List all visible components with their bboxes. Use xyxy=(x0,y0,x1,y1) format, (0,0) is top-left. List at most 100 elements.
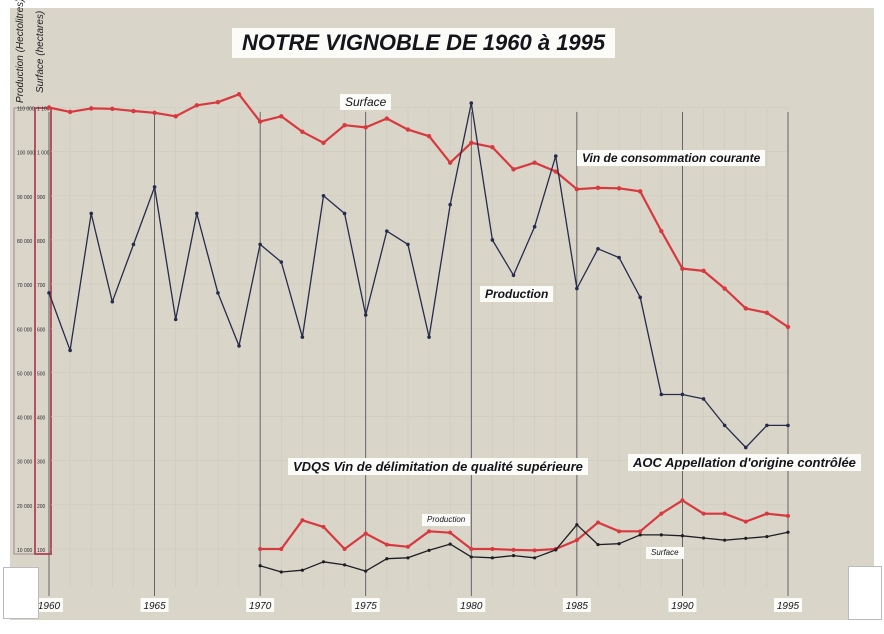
production-point xyxy=(701,397,706,401)
aoc-surface-point xyxy=(532,548,537,553)
production-point xyxy=(321,194,326,198)
production-point xyxy=(553,154,558,158)
surface-point xyxy=(574,186,580,192)
surface-point xyxy=(67,109,73,115)
x-tick-label: 1965 xyxy=(143,601,166,612)
aoc-production-point xyxy=(701,536,706,540)
production-point xyxy=(216,291,220,295)
surface-point xyxy=(384,116,390,121)
aoc-surface-point xyxy=(574,538,579,543)
surface-axis-tick: 700 xyxy=(37,283,46,289)
production-point xyxy=(511,273,516,278)
page-title: NOTRE VIGNOBLE DE 1960 à 1995 xyxy=(232,28,616,58)
x-tick-box xyxy=(562,598,591,612)
production-point xyxy=(173,317,178,322)
aoc-production-point xyxy=(617,542,621,546)
production-point xyxy=(638,295,642,300)
surface-point xyxy=(616,186,622,191)
surface-point xyxy=(194,103,199,108)
production-point xyxy=(406,242,410,247)
aoc-surface-point xyxy=(469,547,474,551)
production-point xyxy=(532,224,537,229)
surface-axis-tick: 900 xyxy=(37,195,46,201)
x-tick-box xyxy=(457,598,486,612)
production-point xyxy=(385,229,389,233)
surface-point xyxy=(490,145,495,150)
aoc-production-line xyxy=(259,524,789,573)
aoc-production-point xyxy=(554,548,558,552)
production-axis-tick: 70 000 xyxy=(17,283,33,289)
x-tick-label: 1995 xyxy=(777,601,800,612)
aoc-surface-point xyxy=(427,529,432,534)
aoc-surface-point xyxy=(405,544,410,549)
production-point xyxy=(279,260,284,264)
surface-axis-tick: 100 xyxy=(37,548,46,554)
aoc-production-point xyxy=(448,542,452,546)
series xyxy=(46,92,791,574)
aoc-surface-point xyxy=(701,511,706,516)
production-point xyxy=(237,344,241,348)
production-axis-tick: 20 000 xyxy=(17,504,33,510)
production-point xyxy=(89,211,94,216)
aoc-surface-point xyxy=(490,547,495,551)
surface-point xyxy=(553,169,558,174)
x-tick-box xyxy=(35,598,63,612)
production-point xyxy=(68,348,72,353)
left-logo xyxy=(3,567,39,619)
right-logo xyxy=(848,566,882,620)
aoc-surface-point xyxy=(321,524,326,529)
surface-axis-title: Surface (hectares) xyxy=(35,10,46,93)
aoc-production-point xyxy=(364,569,368,573)
production-point xyxy=(680,392,685,397)
surface-point xyxy=(659,228,664,234)
axis-bar-surface xyxy=(34,107,52,555)
surface-point xyxy=(152,110,157,115)
aoc-production-point xyxy=(279,570,283,574)
aoc-surface-point xyxy=(595,520,600,525)
aoc-production-point xyxy=(659,533,663,537)
surface-point xyxy=(89,106,94,111)
production-axis-tick: 60 000 xyxy=(17,327,33,333)
surface-point xyxy=(764,310,770,315)
production-point xyxy=(469,101,474,105)
aoc-production-point xyxy=(427,548,431,552)
vin-consommation-label: Vin de consommation courante xyxy=(577,150,766,166)
x-tick-box xyxy=(668,598,697,612)
surface-point xyxy=(701,268,706,274)
aoc-production-point xyxy=(385,557,389,561)
production-point xyxy=(195,211,199,216)
aoc-production-point xyxy=(533,556,537,560)
production-point xyxy=(596,246,600,251)
surface-point xyxy=(595,185,601,191)
aoc-production-point xyxy=(765,535,769,539)
production-axis-tick: 10 000 xyxy=(17,548,33,554)
x-tick-label: 1960 xyxy=(38,601,61,612)
aoc-production-point xyxy=(343,563,347,567)
surface-point xyxy=(363,125,368,130)
aoc-production-point xyxy=(723,538,727,542)
surface-point xyxy=(131,108,136,114)
surface-point xyxy=(46,105,52,110)
aoc-surface-point xyxy=(300,518,305,523)
production-axis-tick: 30 000 xyxy=(17,460,33,466)
aoc-surface-point xyxy=(722,511,727,516)
x-tick-label: 1980 xyxy=(460,601,483,612)
production-point xyxy=(490,238,495,242)
surface-point xyxy=(722,286,727,291)
surface-point xyxy=(279,114,284,119)
surface-axis-tick: 400 xyxy=(37,416,46,422)
aoc-surface-point xyxy=(764,511,769,516)
production-axis-tick: 100 000 xyxy=(17,151,35,157)
surface-point xyxy=(321,140,326,146)
production-point xyxy=(47,291,51,295)
surface-point xyxy=(342,122,347,128)
surface-point xyxy=(447,160,453,165)
surface-axis-tick: 1 000 xyxy=(37,151,50,157)
aoc-surface-point xyxy=(743,519,748,524)
aoc-production-point xyxy=(300,568,304,572)
aoc-production-point xyxy=(490,556,494,560)
production-axis-tick: 80 000 xyxy=(17,239,33,245)
x-tick-box xyxy=(246,598,275,612)
surface-point xyxy=(110,106,115,112)
